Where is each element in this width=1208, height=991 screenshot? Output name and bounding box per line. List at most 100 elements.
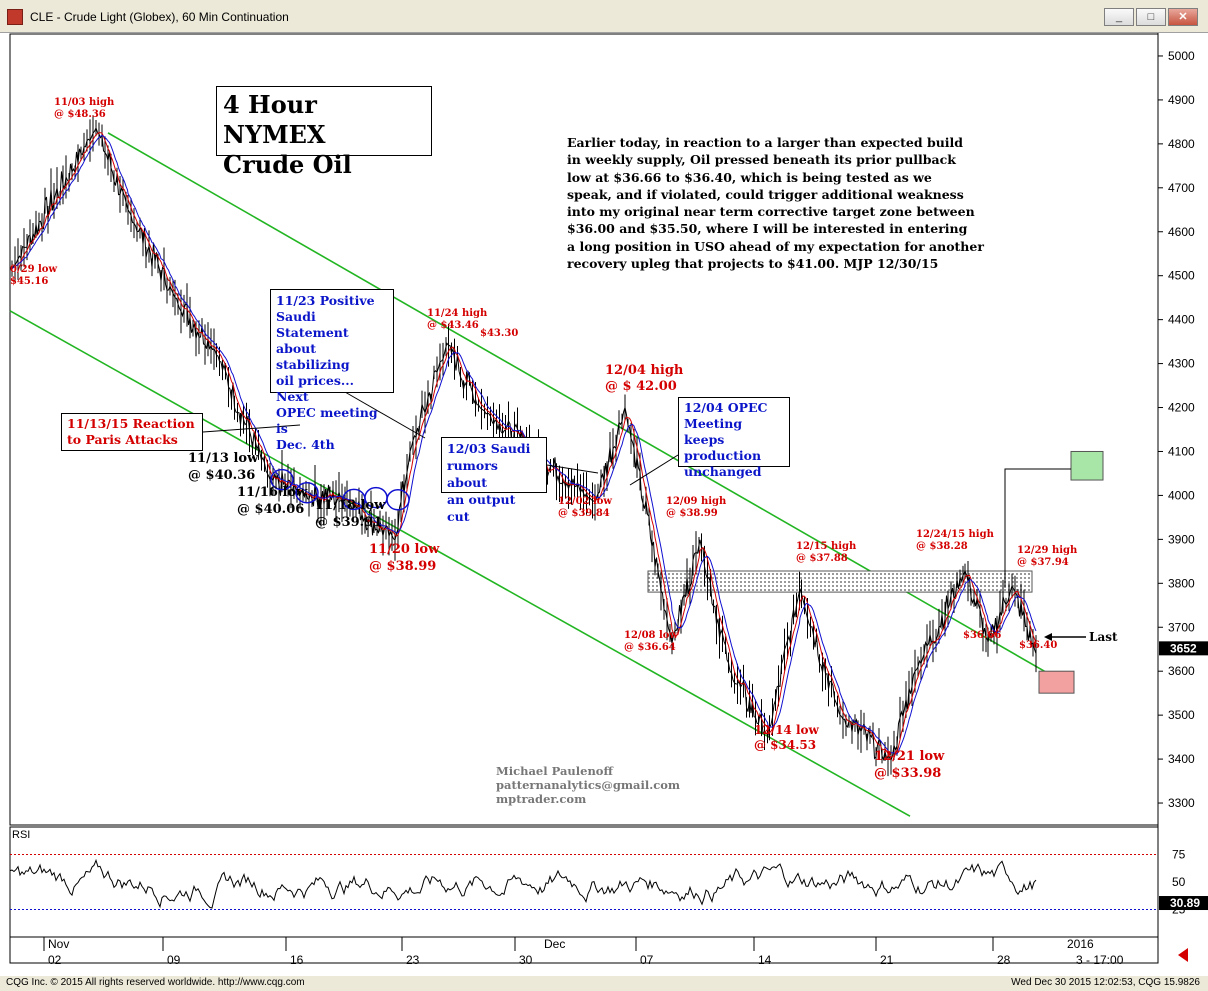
box-line: OPEC meeting is (276, 405, 378, 436)
rsi-axis-label: 75 (1172, 848, 1186, 862)
time-axis-day: 14 (758, 953, 772, 967)
minimize-button[interactable]: _ (1104, 8, 1134, 26)
rsi-axis-label: 50 (1172, 875, 1186, 889)
commentary-text: Earlier today, in reaction to a larger t… (567, 134, 984, 272)
copyright-text: CQG Inc. © 2015 All rights reserved worl… (6, 977, 305, 988)
price-axis-label: 3500 (1168, 708, 1195, 722)
scroll-left-arrow-icon[interactable] (1178, 948, 1188, 962)
opec-1204-box: 12/04 OPEC Meeting keeps production unch… (678, 397, 790, 479)
last-price-value: 3652 (1170, 641, 1197, 655)
annotation-1204-high: 12/04 high @ $ 42.00 (605, 363, 684, 394)
last-label: Last (1089, 630, 1118, 644)
commentary-line: low at $36.66 to $36.40, which is being … (567, 169, 932, 185)
low-highlight-circle (270, 468, 294, 491)
rsi-line (9, 858, 1037, 909)
annotation-1215-high: 12/15 high @ $37.88 (796, 541, 857, 564)
box-line: unchanged (684, 464, 762, 479)
leader-line-1123 (344, 391, 426, 439)
price-axis-label: 3400 (1168, 752, 1195, 766)
upside-target-box (1070, 450, 1104, 481)
price-axis-label: 4100 (1168, 444, 1195, 458)
commentary-line: speak, and if violated, could trigger ad… (567, 186, 964, 202)
price-axis-label: 3800 (1168, 576, 1195, 590)
price-axis-label: 4400 (1168, 313, 1195, 327)
rsi-label: RSI (12, 829, 30, 841)
chart-title-box: 4 Hour NYMEX Crude Oil (216, 86, 432, 179)
annotation-1029-low: 0/29 low $45.16 (10, 264, 58, 287)
time-axis-month: 2016 (1067, 937, 1094, 951)
status-footer: CQG Inc. © 2015 All rights reserved worl… (0, 976, 1208, 991)
low-highlight-circle (386, 489, 410, 511)
box-line: 11/23 Positive (276, 293, 375, 308)
annotation-1209-high: 12/09 high @ $38.99 (666, 496, 727, 519)
timestamp-text: Wed Dec 30 2015 12:02:53, CQG 15.9826 (1011, 977, 1200, 988)
commentary-line: into my original near term corrective ta… (567, 204, 975, 220)
price-axis-label: 4500 (1168, 269, 1195, 283)
box-line: production (684, 448, 762, 463)
annotation-3666: $36.66 (963, 630, 1002, 641)
price-axis-label: 4200 (1168, 401, 1195, 415)
low-highlight-circle (295, 482, 319, 504)
paris-attacks-box: 11/13/15 Reaction to Paris Attacks (61, 413, 203, 451)
annotation-1214-low: 12/14 low @ $34.53 (754, 723, 819, 752)
last-price-flag (1159, 641, 1208, 656)
commentary-line: in weekly supply, Oil pressed beneath it… (567, 152, 956, 168)
box-line: Meeting keeps (684, 416, 743, 447)
rsi-last-value: 30.89 (1170, 896, 1200, 910)
cqg-app-icon (7, 9, 23, 25)
time-axis-day: 02 (48, 953, 62, 967)
time-axis-month: Nov (48, 937, 69, 951)
time-axis-day: 28 (997, 953, 1011, 967)
downside-target-box (1038, 670, 1075, 694)
price-axis-label: 3700 (1168, 620, 1195, 634)
annotation-1124-high: 11/24 high @ $43.46 (427, 308, 488, 331)
window-titlebar: CLE - Crude Light (Globex), 60 Min Conti… (0, 0, 1208, 33)
annotation-1208-low: 12/08 low @ $36.64 (624, 630, 679, 653)
annotation-1103-high: 11/03 high @ $48.36 (54, 97, 115, 120)
time-axis-day: 30 (519, 953, 533, 967)
resistance-zone (647, 570, 1033, 593)
annotation-4330: $43.30 (480, 328, 519, 339)
author-site: mptrader.com (496, 792, 587, 806)
box-line: oil prices... Next (276, 373, 354, 404)
projection-line (1004, 468, 1071, 588)
rsi-last-flag (1159, 896, 1208, 911)
commentary-line: Earlier today, in reaction to a larger t… (567, 135, 964, 150)
close-button[interactable]: ✕ (1168, 8, 1198, 26)
price-axis-label: 3300 (1168, 796, 1195, 810)
price-axis-label: 4300 (1168, 357, 1195, 371)
channel-lower-line (9, 310, 911, 817)
box-line: 12/03 Saudi (447, 441, 531, 456)
annotation-1202-low: 12/02 low @ $39.84 (558, 496, 613, 519)
annotation-1113-low: 11/13 low @ $40.36 (188, 451, 259, 483)
annotation-1118-low: 11/18 low @ $39.91 (315, 498, 386, 530)
box-line: rumors about (447, 458, 498, 490)
maximize-button[interactable]: □ (1136, 8, 1166, 26)
price-axis-label: 4800 (1168, 137, 1195, 151)
price-axis-label: 3900 (1168, 532, 1195, 546)
annotation-1116-low: 11/16 low @ $40.06 (237, 485, 308, 517)
time-axis-day: 21 (880, 953, 894, 967)
annotation-1120-low: 11/20 low @ $38.99 (369, 542, 440, 574)
annotation-1221-low: 12/21 low @ $33.98 (874, 749, 945, 781)
chart-title-line-2: Crude Oil (223, 150, 352, 179)
annotation-3640: $36.40 (1019, 640, 1058, 651)
time-axis-day: 16 (290, 953, 304, 967)
box-line: an output cut (447, 492, 516, 524)
commentary-line: a long position in USO ahead of my expec… (567, 238, 984, 254)
time-axis (9, 936, 1159, 964)
time-axis-day: 09 (167, 953, 181, 967)
price-axis-label: 4900 (1168, 93, 1195, 107)
rsi-panel (9, 826, 1159, 938)
price-axis-label: 4600 (1168, 225, 1195, 239)
price-axis-label: 5000 (1168, 49, 1195, 63)
box-line: Dec. 4th (276, 437, 335, 452)
author-credit: Michael Paulenoff patternanalytics@gmail… (496, 764, 680, 806)
commentary-line: $36.00 and $35.50, where I will be inter… (567, 221, 968, 237)
commentary-line: recovery upleg that projects to $41.00. … (567, 256, 939, 272)
price-axis-label: 4700 (1168, 181, 1195, 195)
chart-frame: 5000 4900 4800 4700 4600 4500 4400 4300 4200 4100… (0, 33, 1208, 991)
time-axis-session: 3 - 17:00 (1076, 953, 1124, 967)
price-axis-label: 4000 (1168, 488, 1195, 502)
box-line: about stabilizing (276, 341, 350, 372)
